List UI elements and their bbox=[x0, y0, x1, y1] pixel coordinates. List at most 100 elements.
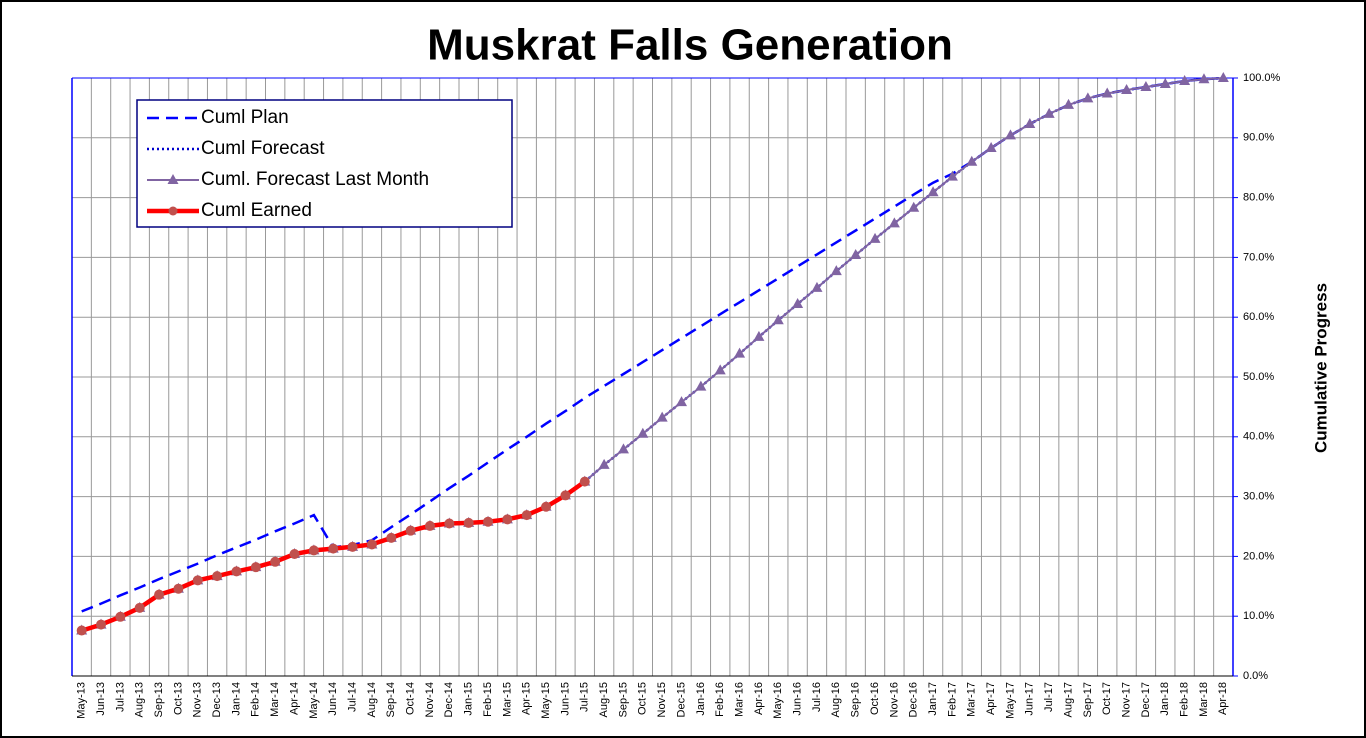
x-tick-label: Aug-14 bbox=[366, 682, 378, 717]
marker bbox=[637, 427, 649, 438]
x-tick-label: Sep-16 bbox=[850, 682, 862, 717]
marker bbox=[1024, 118, 1036, 129]
x-tick-label: May-13 bbox=[76, 682, 88, 719]
marker bbox=[463, 517, 474, 528]
marker bbox=[1043, 107, 1055, 118]
x-tick-label: Jun-15 bbox=[559, 682, 571, 716]
x-tick-label: Mar-15 bbox=[501, 682, 513, 717]
marker bbox=[366, 539, 377, 550]
x-tick-label: Apr-14 bbox=[288, 682, 300, 715]
x-tick-label: Nov-17 bbox=[1120, 682, 1132, 717]
marker bbox=[115, 611, 126, 622]
marker bbox=[888, 217, 900, 228]
marker bbox=[154, 589, 165, 600]
marker bbox=[753, 330, 765, 341]
x-tick-label: Feb-14 bbox=[250, 682, 262, 717]
y-tick-label: 40.0% bbox=[1243, 431, 1274, 443]
marker bbox=[734, 347, 746, 358]
x-tick-label: Oct-17 bbox=[1101, 682, 1113, 715]
marker bbox=[1121, 83, 1133, 94]
x-tick-label: Jan-15 bbox=[463, 682, 475, 716]
marker bbox=[270, 556, 281, 567]
x-tick-label: Aug-13 bbox=[134, 682, 146, 717]
x-tick-label: Dec-15 bbox=[675, 682, 687, 717]
x-tick-label: Feb-16 bbox=[714, 682, 726, 717]
x-tick-label: Aug-16 bbox=[830, 682, 842, 717]
marker bbox=[483, 516, 494, 527]
y-tick-label: 20.0% bbox=[1243, 550, 1274, 562]
x-tick-label: Dec-13 bbox=[211, 682, 223, 717]
marker bbox=[869, 232, 881, 243]
marker bbox=[1159, 77, 1171, 88]
legend-label: Cuml Earned bbox=[201, 200, 312, 221]
x-tick-label: Apr-18 bbox=[1217, 682, 1229, 715]
marker bbox=[1179, 74, 1191, 85]
marker bbox=[96, 619, 107, 630]
x-tick-label: May-15 bbox=[540, 682, 552, 719]
x-tick-label: Mar-18 bbox=[1198, 682, 1210, 717]
marker bbox=[328, 543, 339, 554]
marker bbox=[521, 510, 532, 521]
x-tick-label: May-14 bbox=[308, 682, 320, 719]
legend-label: Cuml. Forecast Last Month bbox=[201, 169, 429, 190]
marker bbox=[134, 602, 145, 613]
marker bbox=[76, 625, 87, 636]
x-tick-label: Oct-15 bbox=[637, 682, 649, 715]
marker bbox=[927, 186, 939, 197]
x-tick-label: Oct-16 bbox=[869, 682, 881, 715]
marker bbox=[250, 562, 261, 573]
x-tick-label: Sep-14 bbox=[385, 682, 397, 717]
marker bbox=[676, 396, 688, 407]
y-tick-label: 80.0% bbox=[1243, 192, 1274, 204]
x-tick-label: Aug-15 bbox=[598, 682, 610, 717]
marker bbox=[966, 155, 978, 166]
marker bbox=[541, 501, 552, 512]
x-tick-label: Jan-16 bbox=[695, 682, 707, 716]
x-tick-label: Nov-14 bbox=[424, 682, 436, 717]
y-tick-label: 100.0% bbox=[1243, 72, 1281, 84]
marker bbox=[946, 170, 958, 181]
marker bbox=[192, 575, 203, 586]
x-tick-label: Aug-17 bbox=[1062, 682, 1074, 717]
marker bbox=[617, 443, 629, 454]
x-tick-label: Dec-17 bbox=[1140, 682, 1152, 717]
y-tick-label: 30.0% bbox=[1243, 491, 1274, 503]
marker bbox=[212, 571, 223, 582]
marker bbox=[656, 411, 668, 422]
x-tick-label: Jan-18 bbox=[1159, 682, 1171, 716]
x-tick-label: Apr-17 bbox=[985, 682, 997, 715]
marker bbox=[579, 476, 590, 487]
x-tick-label: Nov-13 bbox=[192, 682, 204, 717]
marker bbox=[714, 364, 726, 375]
y-tick-label: 10.0% bbox=[1243, 610, 1274, 622]
x-tick-label: Dec-14 bbox=[443, 682, 455, 717]
x-tick-label: Apr-15 bbox=[521, 682, 533, 715]
x-tick-label: Sep-15 bbox=[617, 682, 629, 717]
x-tick-label: Sep-17 bbox=[1082, 682, 1094, 717]
y-tick-label: 0.0% bbox=[1243, 670, 1268, 682]
y-tick-label: 50.0% bbox=[1243, 371, 1274, 383]
x-tick-label: Jan-17 bbox=[927, 682, 939, 716]
y-tick-label: 60.0% bbox=[1243, 311, 1274, 323]
x-tick-label: Feb-15 bbox=[482, 682, 494, 717]
legend-marker bbox=[168, 206, 178, 216]
marker bbox=[560, 490, 571, 501]
legend-marker bbox=[167, 174, 179, 184]
marker bbox=[695, 380, 707, 391]
legend-box bbox=[136, 99, 513, 228]
marker bbox=[386, 532, 397, 543]
x-tick-label: Nov-16 bbox=[888, 682, 900, 717]
marker bbox=[772, 314, 784, 325]
x-tick-label: May-16 bbox=[772, 682, 784, 719]
marker bbox=[792, 298, 804, 309]
marker bbox=[231, 566, 242, 577]
x-tick-label: Mar-16 bbox=[733, 682, 745, 717]
marker bbox=[1004, 129, 1016, 140]
marker bbox=[811, 281, 823, 292]
x-tick-label: Oct-13 bbox=[172, 682, 184, 715]
x-tick-label: Nov-15 bbox=[656, 682, 668, 717]
x-tick-label: May-17 bbox=[1004, 682, 1016, 719]
marker bbox=[830, 265, 842, 276]
x-tick-label: Feb-17 bbox=[946, 682, 958, 717]
